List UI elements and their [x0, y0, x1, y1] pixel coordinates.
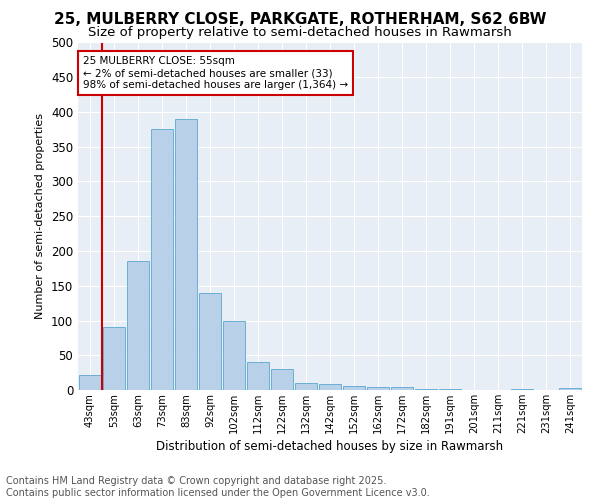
Bar — [247, 362, 269, 390]
Bar — [319, 384, 341, 390]
Bar — [103, 328, 125, 390]
Bar — [151, 130, 173, 390]
Text: Contains HM Land Registry data © Crown copyright and database right 2025.
Contai: Contains HM Land Registry data © Crown c… — [6, 476, 430, 498]
Text: Size of property relative to semi-detached houses in Rawmarsh: Size of property relative to semi-detach… — [88, 26, 512, 39]
Bar — [79, 374, 101, 390]
X-axis label: Distribution of semi-detached houses by size in Rawmarsh: Distribution of semi-detached houses by … — [157, 440, 503, 453]
Bar — [295, 383, 317, 390]
Text: 25, MULBERRY CLOSE, PARKGATE, ROTHERHAM, S62 6BW: 25, MULBERRY CLOSE, PARKGATE, ROTHERHAM,… — [54, 12, 546, 28]
Bar — [199, 292, 221, 390]
Bar — [223, 320, 245, 390]
Bar — [415, 388, 437, 390]
Bar — [391, 387, 413, 390]
Bar — [367, 386, 389, 390]
Text: 25 MULBERRY CLOSE: 55sqm
← 2% of semi-detached houses are smaller (33)
98% of se: 25 MULBERRY CLOSE: 55sqm ← 2% of semi-de… — [83, 56, 348, 90]
Bar — [271, 369, 293, 390]
Bar — [127, 262, 149, 390]
Bar — [175, 119, 197, 390]
Y-axis label: Number of semi-detached properties: Number of semi-detached properties — [35, 114, 46, 320]
Bar — [343, 386, 365, 390]
Bar — [559, 388, 581, 390]
